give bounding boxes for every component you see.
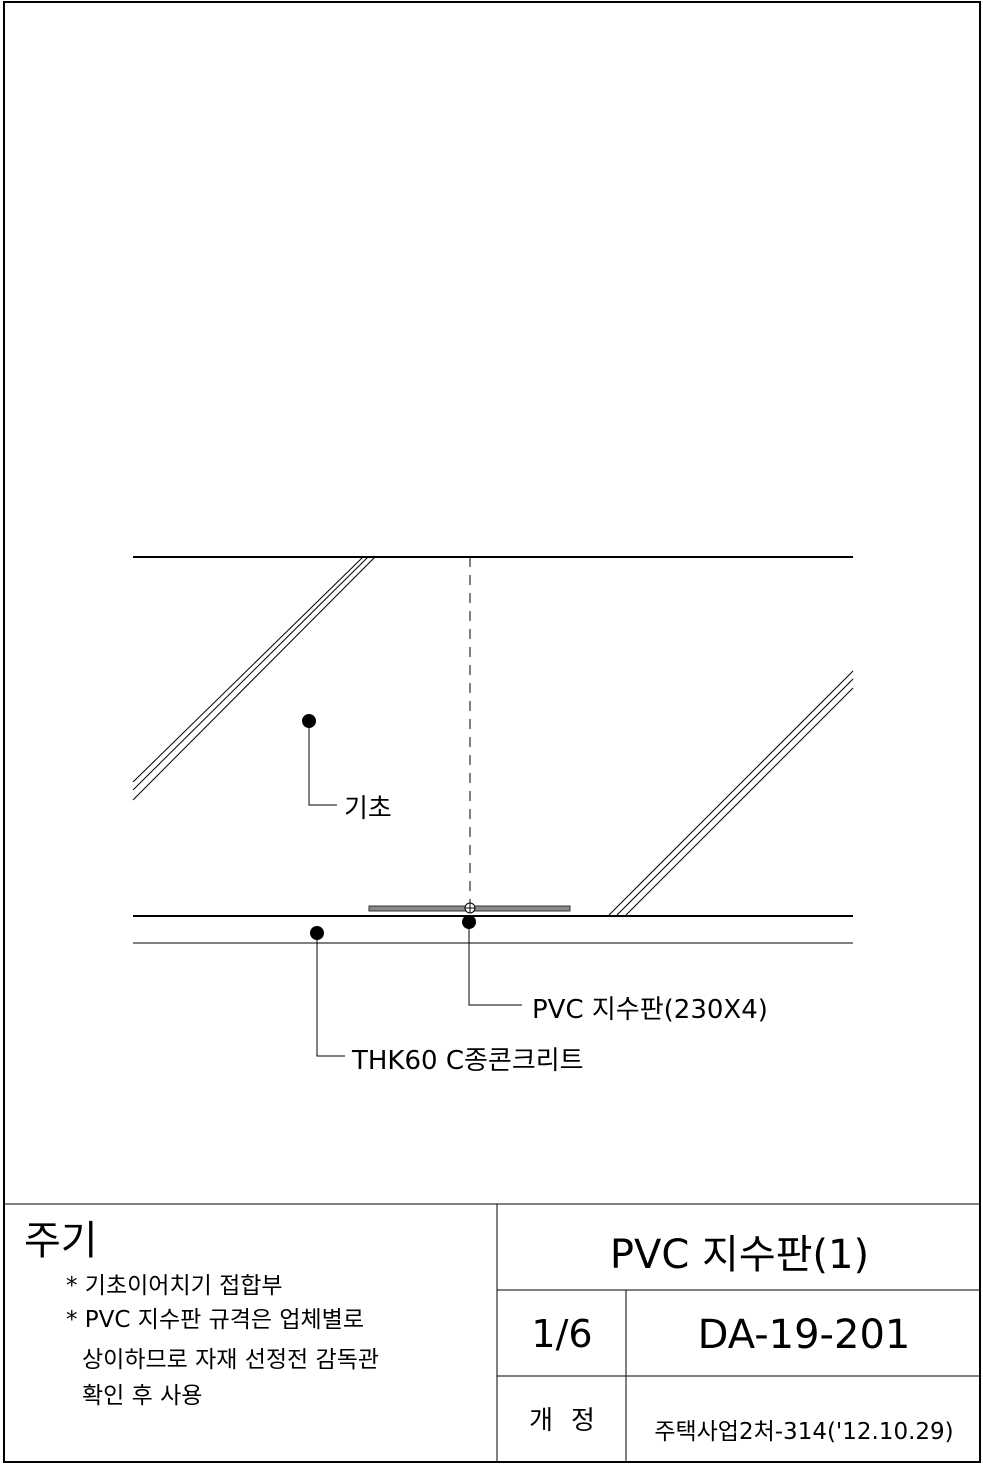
note-item: 상이하므로 자재 선정전 감독관 [82, 1347, 380, 1373]
leader-line-concrete [316, 933, 345, 1057]
break-line [624, 687, 854, 917]
break-line [132, 556, 364, 783]
drawing-number: DA-19-201 [697, 1312, 911, 1358]
leader-line-waterstop [468, 922, 522, 1006]
notes-title: 주기 [24, 1218, 98, 1264]
label-concrete: THK60 C종콘크리트 [352, 1046, 584, 1076]
break-line [132, 556, 376, 801]
sheet-border [3, 1, 981, 1463]
label-foundation: 기초 [344, 794, 392, 824]
break-line [615, 678, 854, 917]
note-item: 확인 후 사용 [82, 1383, 203, 1409]
note-item: * PVC 지수판 규격은 업체별로 [66, 1307, 365, 1333]
revision-label: 개정 [529, 1406, 613, 1436]
leader-line-foundation [308, 721, 337, 806]
revision-value: 주택사업2처-314('12.10.29) [654, 1419, 954, 1445]
drawing-title: PVC 지수판(1) [609, 1232, 870, 1278]
label-pvc-waterstop: PVC 지수판(230X4) [532, 995, 768, 1025]
break-line [132, 556, 369, 791]
sheet-number: 1/6 [531, 1312, 593, 1356]
break-line [607, 670, 854, 917]
note-item: * 기초이어치기 접합부 [66, 1273, 283, 1299]
